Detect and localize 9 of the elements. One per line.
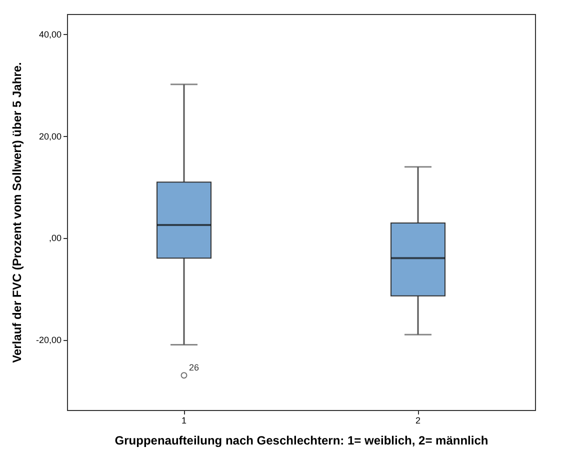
x-tick-label: 1 bbox=[181, 416, 187, 426]
x-tick-label: 2 bbox=[415, 416, 421, 426]
y-tick-label: 40,00 bbox=[38, 29, 62, 40]
annotation: 26 bbox=[189, 362, 200, 372]
y-tick-label: -20,00 bbox=[36, 335, 62, 346]
y-axis-title: Verlauf der FVC (Prozent vom Sollwert) über 5 Jahre. bbox=[10, 62, 24, 363]
x-axis-title: Gruppenaufteilung nach Geschlechtern: 1= weiblich, 2= männlich bbox=[114, 434, 488, 448]
y-tick-label: ,00 bbox=[48, 233, 62, 244]
y-tick-label: 20,00 bbox=[38, 131, 62, 142]
